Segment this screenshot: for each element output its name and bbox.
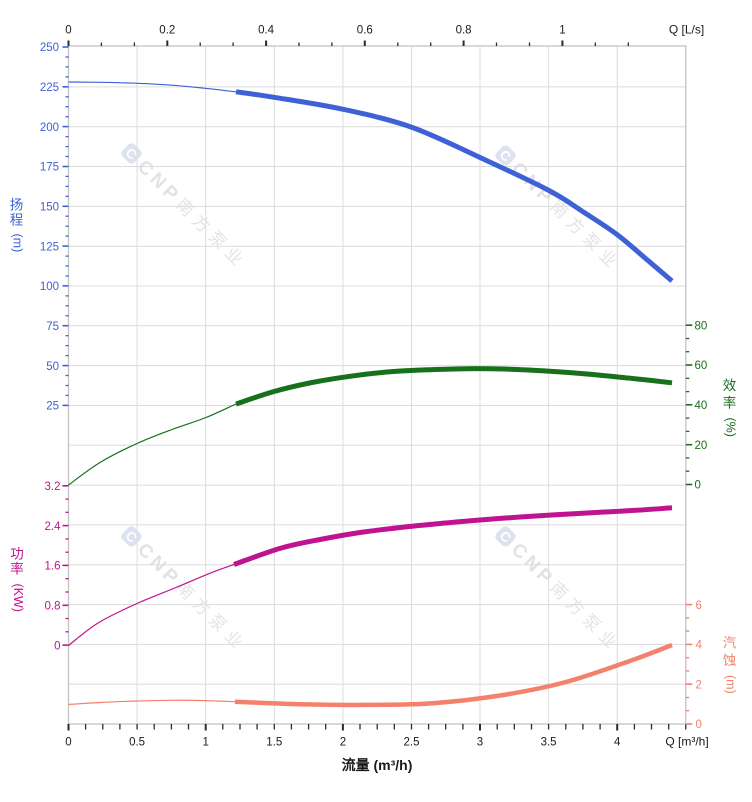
svg-text:程: 程 — [10, 213, 24, 228]
svg-text:0.4: 0.4 — [258, 25, 275, 37]
svg-text:0: 0 — [54, 640, 60, 652]
svg-text:(KW): (KW) — [11, 584, 25, 612]
svg-text:功: 功 — [10, 547, 24, 562]
svg-text:Q [L/s]: Q [L/s] — [669, 23, 704, 37]
svg-text:125: 125 — [40, 241, 59, 253]
svg-text:0.2: 0.2 — [159, 25, 175, 37]
svg-text:3.5: 3.5 — [541, 737, 557, 749]
svg-text:25: 25 — [46, 401, 59, 413]
svg-text:80: 80 — [695, 320, 708, 332]
svg-text:2: 2 — [340, 737, 346, 749]
svg-text:2.5: 2.5 — [404, 737, 420, 749]
svg-text:40: 40 — [695, 400, 708, 412]
svg-text:2.4: 2.4 — [45, 521, 62, 533]
svg-text:0.6: 0.6 — [357, 25, 373, 37]
svg-text:225: 225 — [40, 82, 59, 94]
svg-text:200: 200 — [40, 122, 59, 134]
svg-text:100: 100 — [40, 281, 59, 293]
svg-text:率: 率 — [723, 395, 737, 411]
svg-text:50: 50 — [46, 361, 59, 373]
svg-text:4: 4 — [696, 640, 703, 652]
svg-text:1: 1 — [559, 25, 565, 37]
svg-text:1.6: 1.6 — [45, 561, 61, 573]
svg-text:0.8: 0.8 — [45, 601, 61, 613]
svg-text:(%): (%) — [724, 418, 738, 437]
svg-text:率: 率 — [10, 561, 24, 577]
svg-text:250: 250 — [40, 42, 59, 54]
svg-text:150: 150 — [40, 202, 59, 214]
svg-text:0.5: 0.5 — [129, 737, 145, 749]
svg-text:0: 0 — [695, 480, 701, 492]
svg-text:2: 2 — [696, 679, 702, 691]
svg-text:20: 20 — [695, 440, 708, 452]
svg-text:0.8: 0.8 — [456, 25, 472, 37]
svg-text:75: 75 — [46, 321, 59, 333]
svg-text:0: 0 — [696, 719, 702, 731]
svg-text:60: 60 — [695, 360, 708, 372]
svg-text:175: 175 — [40, 162, 59, 174]
svg-text:(m): (m) — [724, 675, 738, 694]
svg-text:3: 3 — [477, 737, 483, 749]
svg-text:4: 4 — [614, 737, 621, 749]
svg-text:效: 效 — [723, 378, 737, 393]
svg-text:1: 1 — [202, 737, 208, 749]
svg-text:6: 6 — [696, 600, 702, 612]
svg-text:0: 0 — [65, 25, 71, 37]
svg-text:扬: 扬 — [10, 198, 24, 213]
svg-text:1.5: 1.5 — [266, 737, 282, 749]
svg-text:汽: 汽 — [723, 636, 737, 651]
svg-text:3.2: 3.2 — [45, 481, 61, 493]
svg-text:流量 (m³/h): 流量 (m³/h) — [342, 757, 413, 773]
svg-text:0: 0 — [65, 737, 71, 749]
svg-text:(m): (m) — [11, 234, 25, 253]
svg-text:蚀: 蚀 — [723, 653, 737, 668]
svg-text:Q [m³/h]: Q [m³/h] — [665, 735, 708, 749]
